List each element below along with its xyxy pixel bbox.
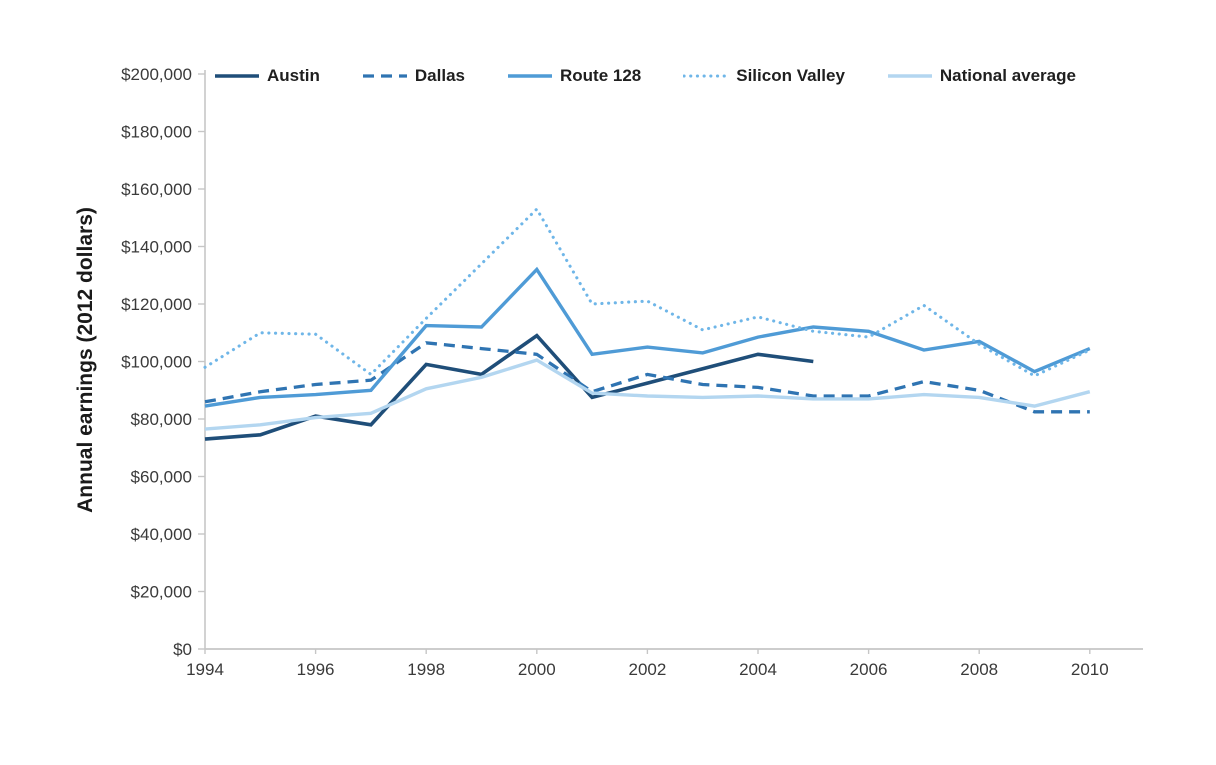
x-tick-label: 2004 — [739, 660, 777, 679]
series-line-national-average — [204, 358, 1091, 431]
y-tick-label: $160,000 — [121, 180, 192, 199]
legend-item-national-average: National average — [887, 66, 1076, 86]
legend-label-dallas: Dallas — [414, 66, 465, 85]
legend-swatch-route-128 — [507, 74, 552, 78]
series-line-dallas — [204, 341, 1090, 414]
legend-label-route-128: Route 128 — [559, 66, 642, 85]
y-tick-label: $200,000 — [121, 65, 192, 84]
legend-swatch-national-average — [887, 74, 932, 78]
legend-item-route-128: Route 128 — [507, 66, 641, 86]
x-tick-label: 2008 — [960, 660, 998, 679]
series-line-route-128 — [204, 266, 1091, 408]
x-tick-label: 1998 — [407, 660, 445, 679]
y-tick-label: $140,000 — [121, 238, 192, 257]
legend-swatch-austin — [215, 74, 259, 78]
y-tick-label: $20,000 — [131, 583, 192, 602]
legend-swatch-silicon-valley — [683, 74, 730, 78]
x-tick-label: 2002 — [628, 660, 666, 679]
y-tick-label: $60,000 — [131, 468, 192, 487]
x-tick-label: 1994 — [186, 660, 224, 679]
y-axis-title: Annual earnings (2012 dollars) — [74, 207, 97, 513]
legend-label-silicon-valley: Silicon Valley — [736, 66, 845, 85]
legend-item-austin: Austin — [214, 66, 320, 86]
chart-legend: Austin Dallas Route 128 Silicon Valley Natio… — [214, 66, 1076, 86]
y-tick-label: $120,000 — [121, 295, 192, 314]
y-tick-label: $0 — [173, 640, 192, 659]
x-tick-label: 2000 — [518, 660, 556, 679]
x-tick-label: 2006 — [850, 660, 888, 679]
legend-label-austin: Austin — [267, 66, 320, 85]
x-tick-label: 2010 — [1071, 660, 1109, 679]
x-tick-label: 1996 — [297, 660, 335, 679]
y-tick-label: $80,000 — [131, 410, 192, 429]
series-line-silicon-valley — [203, 206, 1092, 378]
legend-swatch-dallas — [362, 74, 407, 78]
legend-label-national-average: National average — [939, 66, 1076, 85]
legend-item-silicon-valley: Silicon Valley — [683, 66, 845, 86]
y-tick-label: $40,000 — [131, 525, 192, 544]
legend-item-dallas: Dallas — [362, 66, 465, 86]
y-tick-label: $180,000 — [121, 123, 192, 142]
y-tick-label: $100,000 — [121, 353, 192, 372]
